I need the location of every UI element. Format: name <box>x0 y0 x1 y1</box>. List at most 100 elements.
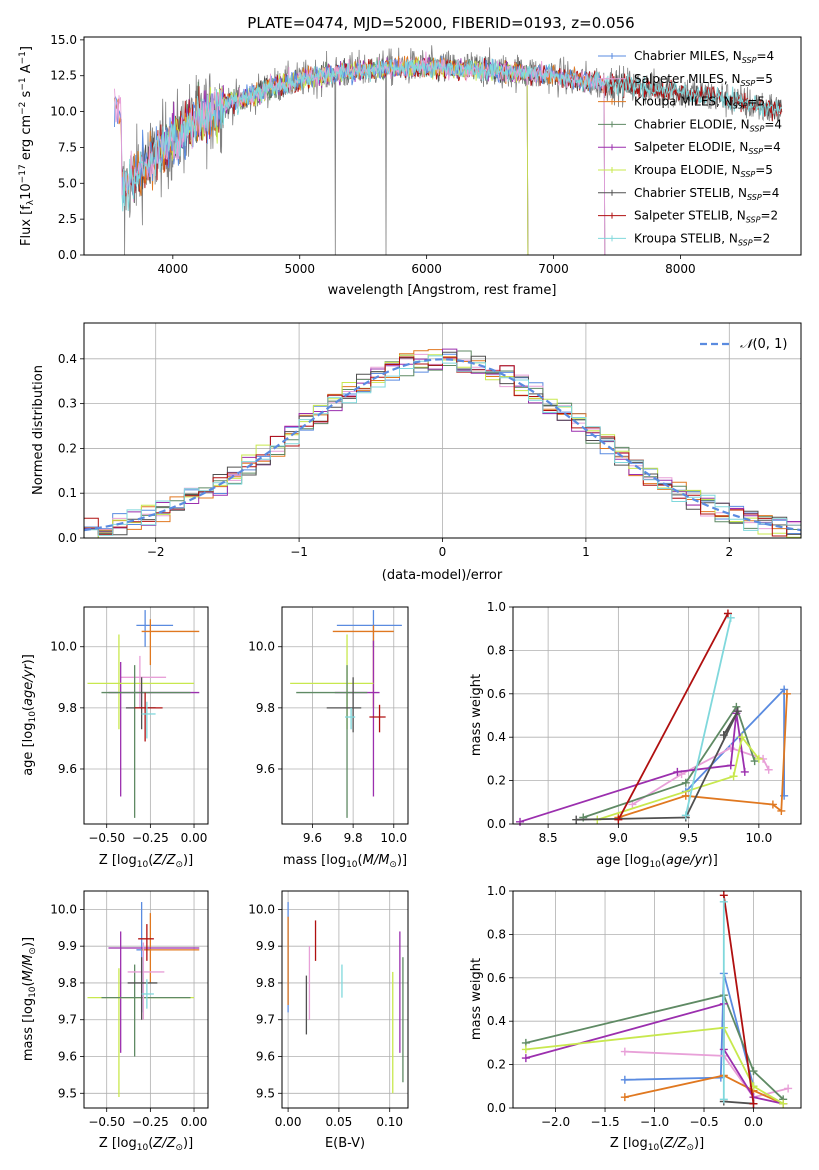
y-tick-label: 5.0 <box>58 176 77 190</box>
legend-entry: Salpeter ELODIE, NSSP=4 <box>634 140 781 156</box>
y-tick-label: 9.8 <box>256 976 275 990</box>
x-tick-label: 0.05 <box>326 1115 353 1129</box>
weight-point-marker <box>620 1075 629 1084</box>
x-tick-label: 10.0 <box>380 831 407 845</box>
x-tick-label: 0.00 <box>181 1115 208 1129</box>
weight-point-marker <box>777 806 786 815</box>
y-tick-label: 9.6 <box>256 762 275 776</box>
weight-point-marker <box>740 767 749 776</box>
y-tick-label: 10.0 <box>248 902 275 916</box>
legend-entry: Salpeter STELIB, NSSP=2 <box>634 209 778 225</box>
x-tick-label: −2 <box>147 545 165 559</box>
y-tick-label: 0.2 <box>487 1058 506 1072</box>
x-tick-label: 1 <box>582 545 590 559</box>
panel-spectrum: 4000 5000 6000 7000 8000 0.0 2.5 5.0 7.5 10.0 12.5… <box>18 33 802 298</box>
weight-series-line <box>684 617 732 816</box>
y-tick-label: 0.4 <box>487 1014 506 1028</box>
y-tick-label: 9.7 <box>58 1013 77 1027</box>
spectrum-frame <box>83 36 802 256</box>
weight-series-line <box>624 973 755 1087</box>
panel-mass-vs-ebv: 0.00 0.05 0.10 9.5 9.6 9.7 9.8 9.9 10.0 E(B-V) <box>248 890 409 1151</box>
residual-histogram <box>84 355 801 536</box>
weight-point-marker <box>723 609 732 618</box>
legend-entry: Kroupa STELIB, NSSP=2 <box>634 231 770 247</box>
weight-point-marker <box>726 613 735 622</box>
y-tick-label: 0.3 <box>58 397 77 411</box>
weight-vs-age-xlabel: age [log10(age/yr)] <box>596 853 718 870</box>
weight-series-line <box>525 994 784 1100</box>
y-tick-label: 12.5 <box>50 69 77 83</box>
y-tick-label: 9.8 <box>58 701 77 715</box>
model-spectrum-line <box>121 56 782 212</box>
weight-series-line <box>722 895 755 1104</box>
weight-point-marker <box>673 767 682 776</box>
panel-weight-vs-age: 8.5 9.0 9.5 10.0 0.0 0.2 0.4 0.6 0.8 1.0 age [log… <box>469 600 802 870</box>
x-tick-label: −0.25 <box>132 831 169 845</box>
panel-residuals: −2 −1 0 1 2 0.0 0.1 0.2 0.3 0.4 𝒩(0, 1) (data-mod… <box>31 322 802 583</box>
x-tick-label: 10.0 <box>745 831 772 845</box>
panel-mass-vs-Z: −0.50 −0.25 0.00 9.5 9.6 9.7 9.8 9.9 10.0 Z [log… <box>21 890 209 1153</box>
weight-point-marker <box>784 1084 793 1093</box>
y-tick-label: 0.6 <box>487 687 506 701</box>
x-tick-label: 0.0 <box>744 1115 763 1129</box>
age-vs-mass-xlabel: mass [log10(M/M⊙)] <box>283 853 407 870</box>
model-spectrum-line <box>159 56 529 256</box>
model-spectrum-line <box>114 55 606 256</box>
x-tick-label: −0.50 <box>88 831 125 845</box>
x-tick-label: 5000 <box>284 262 315 276</box>
weight-point-marker <box>614 815 623 824</box>
x-tick-label: 4000 <box>158 262 189 276</box>
mass-vs-Z-frame <box>83 890 209 1109</box>
x-tick-label: −1.5 <box>590 1115 619 1129</box>
x-tick-label: −0.5 <box>689 1115 718 1129</box>
weight-series-line <box>525 1026 784 1105</box>
x-tick-label: 0.00 <box>275 1115 302 1129</box>
weight-point-marker <box>572 815 581 824</box>
x-tick-label: 0 <box>439 545 447 559</box>
x-tick-label: 9.0 <box>609 831 628 845</box>
legend-entry: Chabrier MILES, NSSP=4 <box>634 49 774 65</box>
y-tick-label: 0.2 <box>487 774 506 788</box>
model-spectrum-line <box>159 56 529 256</box>
legend-entry: Chabrier STELIB, NSSP=4 <box>634 186 779 202</box>
weight-point-marker <box>750 757 759 766</box>
y-tick-label: 0.2 <box>58 441 77 455</box>
residuals-legend: 𝒩(0, 1) <box>700 337 787 352</box>
weight-series-line <box>582 704 756 819</box>
spectrum-xlabel: wavelength [Angstrom, rest frame] <box>328 283 557 298</box>
y-tick-label: 7.5 <box>58 140 77 154</box>
x-tick-label: −1.0 <box>640 1115 669 1129</box>
mass-vs-ebv-xlabel: E(B-V) <box>325 1136 365 1151</box>
model-spectrum-line <box>159 57 529 256</box>
figure-title: PLATE=0474, MJD=52000, FIBERID=0193, z=0… <box>247 14 634 32</box>
weight-point-marker <box>782 689 791 698</box>
y-tick-label: 0.4 <box>58 352 77 366</box>
weight-point-marker <box>620 1047 629 1056</box>
y-tick-label: 9.9 <box>58 939 77 953</box>
weight-point-marker <box>719 897 728 906</box>
x-tick-label: 8000 <box>665 262 696 276</box>
x-tick-label: 0.10 <box>376 1115 403 1129</box>
y-tick-label: 15.0 <box>50 33 77 47</box>
residuals-ylabel: Normed distribution <box>31 365 46 495</box>
y-tick-label: 0.8 <box>487 643 506 657</box>
x-tick-label: 7000 <box>538 262 569 276</box>
weight-point-marker <box>521 1045 530 1054</box>
weight-vs-Z-xlabel: Z [log10(Z/Z⊙)] <box>610 1136 704 1153</box>
weight-vs-Z-frame <box>512 890 802 1109</box>
weight-vs-Z-ylabel: mass weight <box>469 958 484 1040</box>
weight-point-marker <box>719 1095 728 1104</box>
age-vs-mass-frame <box>281 606 409 825</box>
x-tick-label: 8.5 <box>539 831 558 845</box>
y-tick-label: 9.8 <box>256 701 275 715</box>
weight-series-line <box>597 735 760 821</box>
age-vs-Z-frame <box>83 606 209 825</box>
weight-point-marker <box>681 811 690 820</box>
weight-point-marker <box>681 791 690 800</box>
y-tick-label: 10.0 <box>50 902 77 916</box>
y-tick-label: 9.5 <box>58 1086 77 1100</box>
spectrum-ylabel: Flux [fλ10−17 erg cm−2 s−1 A−1] <box>18 46 36 246</box>
x-tick-label: 9.5 <box>679 831 698 845</box>
spectrum-legend: Chabrier MILES, NSSP=4 Salpeter MILES, NS… <box>598 49 782 247</box>
weight-point-marker <box>733 707 742 716</box>
